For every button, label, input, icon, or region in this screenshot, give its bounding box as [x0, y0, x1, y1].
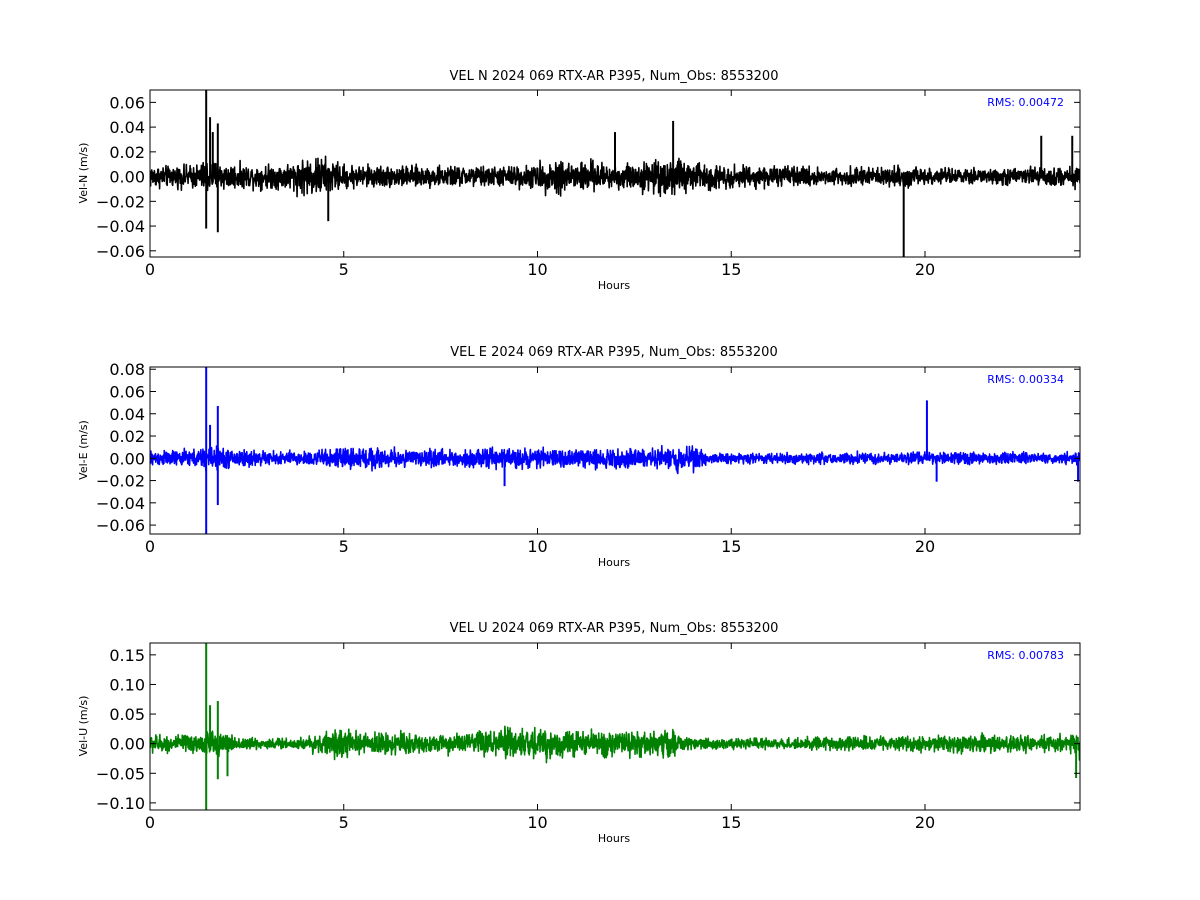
vel-u-ytick-label: 0.00 [109, 735, 145, 754]
vel-n-title: VEL N 2024 069 RTX-AR P395, Num_Obs: 855… [450, 69, 779, 84]
vel-n-ylabel: Vel-N (m/s) [77, 143, 90, 204]
vel-n-ytick-label: 0.02 [109, 143, 145, 162]
vel-n-xtick-label: 20 [915, 260, 935, 279]
vel-e-ylabel: Vel-E (m/s) [77, 420, 90, 480]
vel-u-xtick-label: 20 [915, 813, 935, 832]
vel-n-ytick-label: −0.06 [96, 242, 145, 261]
vel-e-ytick-label: −0.06 [96, 516, 145, 535]
vel-e-ytick-label: −0.04 [96, 494, 145, 513]
vel-n-xtick-label: 15 [721, 260, 741, 279]
vel-u-ytick-label: 0.15 [109, 646, 145, 665]
vel-n-xtick-label: 0 [145, 260, 155, 279]
vel-n-xlabel: Hours [598, 279, 630, 292]
vel-e-ytick-label: 0.02 [109, 427, 145, 446]
vel-u-xlabel: Hours [598, 832, 630, 845]
vel-e-ytick-label: 0.06 [109, 382, 145, 401]
vel-e-ytick-label: 0.04 [109, 405, 145, 424]
vel-u-ytick-label: 0.10 [109, 675, 145, 694]
vel-u-ytick-label: −0.05 [96, 764, 145, 783]
vel-e-ytick-label: 0.00 [109, 449, 145, 468]
vel-e-xtick-label: 5 [339, 537, 349, 556]
vel-u-ylabel: Vel-U (m/s) [77, 696, 90, 757]
vel-n-panel: VEL N 2024 069 RTX-AR P395, Num_Obs: 855… [77, 69, 1081, 292]
vel-u-xtick-label: 15 [721, 813, 741, 832]
vel-n-ytick-label: 0.06 [109, 93, 145, 112]
vel-e-rms-annotation: RMS: 0.00334 [987, 373, 1064, 386]
vel-e-axes-frame [149, 366, 1081, 535]
vel-u-title: VEL U 2024 069 RTX-AR P395, Num_Obs: 855… [450, 621, 779, 636]
vel-e-xtick-label: 0 [145, 537, 155, 556]
vel-n-series-line [150, 155, 1080, 198]
vel-n-ytick-label: 0.00 [109, 168, 145, 187]
vel-u-series-line [150, 725, 1080, 764]
vel-e-ytick-label: −0.02 [96, 472, 145, 491]
vel-u-xtick-label: 5 [339, 813, 349, 832]
vel-u-panel: VEL U 2024 069 RTX-AR P395, Num_Obs: 855… [77, 621, 1081, 845]
vel-u-rms-annotation: RMS: 0.00783 [987, 649, 1064, 662]
vel-u-ytick-label: −0.10 [96, 794, 145, 813]
vel-u-axes-frame [149, 642, 1081, 811]
vel-e-xtick-label: 15 [721, 537, 741, 556]
vel-n-axes-frame [149, 89, 1081, 258]
vel-n-ytick-label: −0.02 [96, 192, 145, 211]
vel-u-xtick-label: 0 [145, 813, 155, 832]
vel-n-ytick-label: 0.04 [109, 118, 145, 137]
vel-n-ytick-label: −0.04 [96, 217, 145, 236]
vel-e-panel: VEL E 2024 069 RTX-AR P395, Num_Obs: 855… [77, 345, 1081, 569]
vel-n-xtick-label: 5 [339, 260, 349, 279]
vel-e-ytick-label: 0.08 [109, 360, 145, 379]
vel-n-xtick-label: 10 [527, 260, 547, 279]
vel-e-series-line [150, 444, 1080, 475]
vel-u-xtick-label: 10 [527, 813, 547, 832]
vel-e-xtick-label: 20 [915, 537, 935, 556]
vel-u-ytick-label: 0.05 [109, 705, 145, 724]
vel-e-xtick-label: 10 [527, 537, 547, 556]
vel-e-xlabel: Hours [598, 556, 630, 569]
vel-e-title: VEL E 2024 069 RTX-AR P395, Num_Obs: 855… [450, 345, 777, 360]
vel-n-rms-annotation: RMS: 0.00472 [987, 96, 1064, 109]
